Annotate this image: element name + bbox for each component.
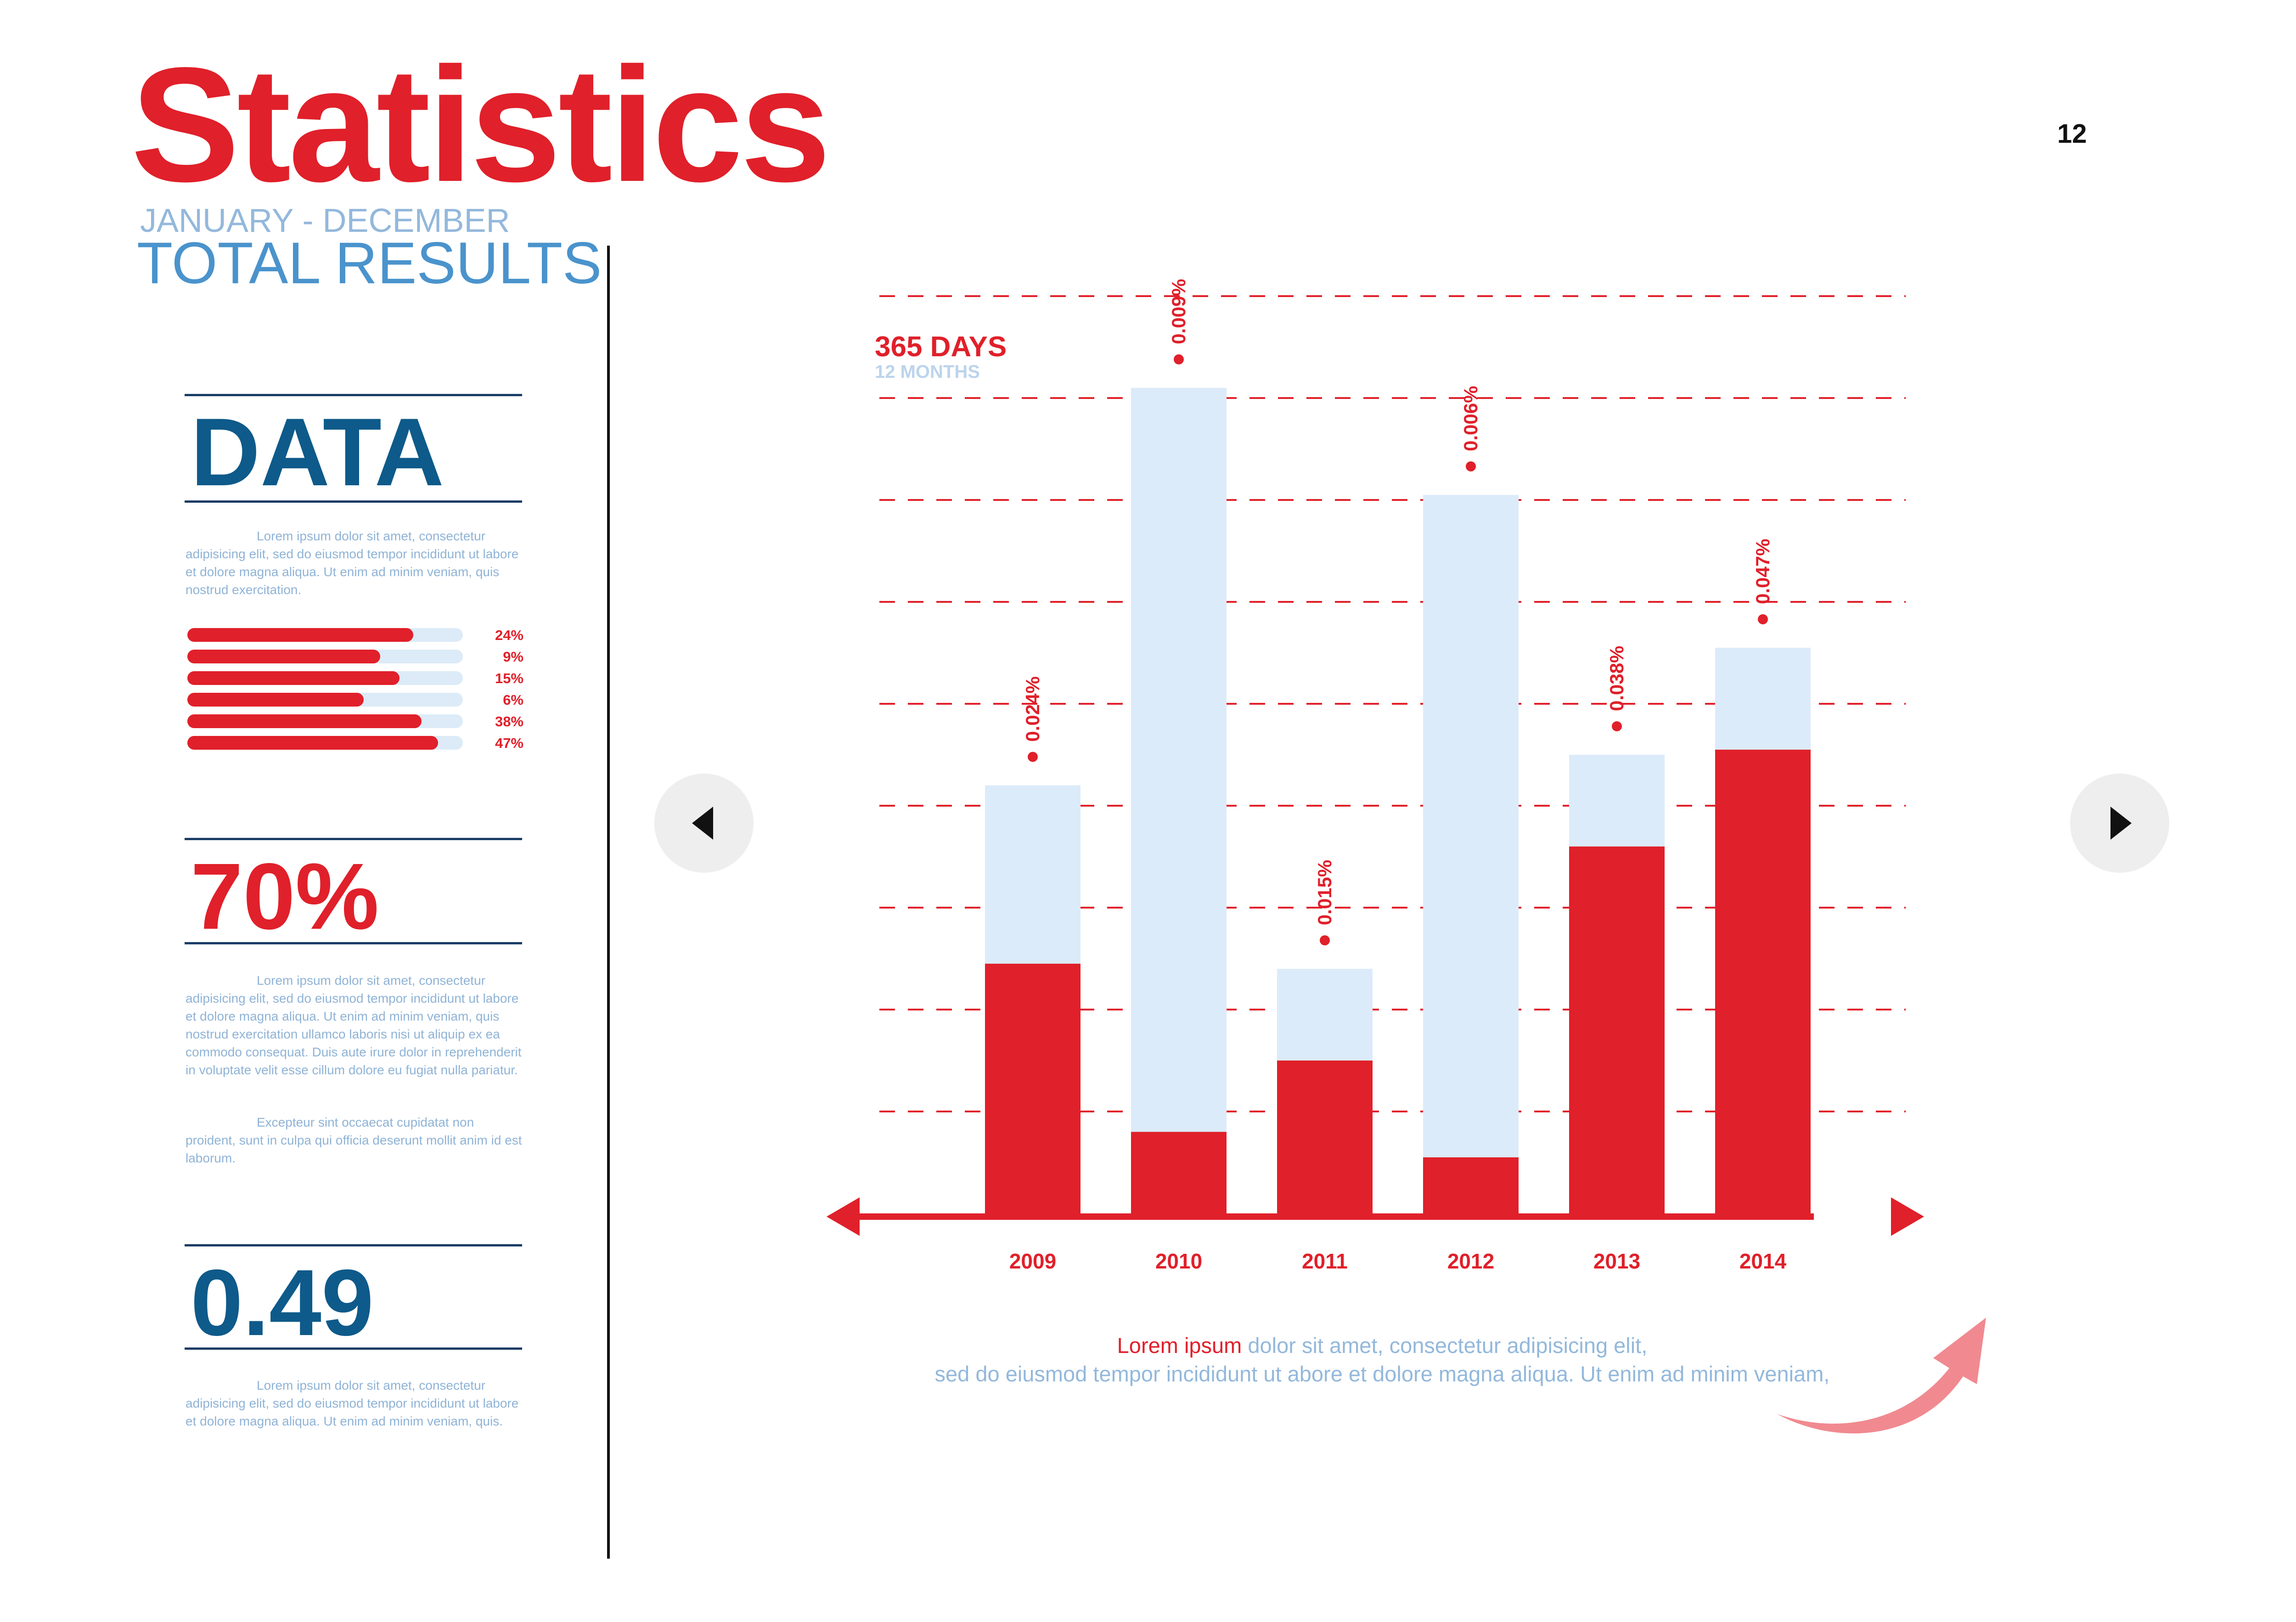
x-axis-line [859, 1213, 1814, 1220]
percent-footnote: Excepteur sint occaecat cupidatat non pr… [186, 1115, 522, 1165]
bar-value-2012 [1423, 1157, 1519, 1213]
bar-chart: 0.024% 0.009% 0.015% 0.006% 0.038% 0.047% 200… [827, 279, 1924, 1273]
score-description: Lorem ipsum dolor sit amet, consectetur … [186, 1378, 519, 1428]
divider [185, 1347, 522, 1350]
bar-value-2013 [1569, 846, 1665, 1213]
data-label-dot [1320, 935, 1330, 946]
caption-highlight: Lorem ipsum [1117, 1333, 1242, 1358]
divider [185, 394, 522, 396]
progress-bar-track [187, 714, 463, 728]
page-subtitle: JANUARY - DECEMBER [140, 202, 510, 239]
x-tick-label: 2009 [1009, 1249, 1056, 1273]
percent-value: 70% [191, 844, 379, 949]
progress-bar-track [187, 736, 463, 750]
x-axis-arrow-right [1891, 1197, 1924, 1236]
caption-line-2: sed do eiusmod tempor incididunt ut abor… [934, 1362, 1830, 1386]
data-label-dot [1466, 461, 1476, 471]
x-axis-arrow-left [827, 1197, 860, 1236]
progress-bar-label: 47% [495, 735, 523, 751]
divider [185, 838, 522, 840]
x-axis [827, 1197, 1924, 1236]
bar-total-2010 [1131, 387, 1227, 1213]
chart-data-labels: 0.024% 0.009% 0.015% 0.006% 0.038% 0.047% [1022, 279, 1773, 946]
bar-value-2010 [1131, 1132, 1227, 1213]
x-tick-label: 2013 [1593, 1249, 1640, 1273]
caption-line-1: dolor sit amet, consectetur adipisicing … [1242, 1333, 1648, 1358]
data-label: 0.038% [1606, 646, 1627, 711]
progress-bar-track [187, 650, 463, 663]
bar-value-2009 [985, 964, 1080, 1213]
bar-value-2011 [1277, 1061, 1373, 1213]
score-value: 0.49 [191, 1250, 374, 1355]
x-tick-label: 2012 [1447, 1249, 1494, 1273]
triangle-right-icon [2110, 807, 2132, 840]
chart-caption: Lorem ipsum dolor sit amet, consectetur … [872, 1331, 1892, 1388]
previous-button[interactable] [654, 774, 754, 873]
data-label-dot [1028, 752, 1038, 762]
section-heading: TOTAL RESULTS [137, 230, 602, 296]
bar-value-2014 [1715, 749, 1811, 1213]
data-label: 0.009% [1168, 279, 1189, 344]
progress-bar-fill [187, 671, 400, 685]
data-label: 0.006% [1460, 386, 1481, 451]
progress-bar-label: 24% [495, 627, 523, 643]
progress-bar-track [187, 628, 463, 642]
triangle-left-icon [692, 807, 713, 840]
data-label: 0.024% [1022, 676, 1043, 741]
data-description: Lorem ipsum dolor sit amet, consectetur … [186, 529, 519, 597]
progress-bar-fill [187, 650, 380, 663]
progress-bar-fill [187, 736, 438, 750]
divider [185, 500, 522, 503]
x-axis-tick-labels: 2009 2010 2011 2012 2013 2014 [1009, 1249, 1787, 1273]
data-label: DATA [191, 398, 445, 506]
progress-bar-fill [187, 714, 422, 728]
page-number: 12 [2057, 119, 2087, 149]
progress-bar-label: 38% [495, 713, 523, 730]
percent-description: Lorem ipsum dolor sit amet, consectetur … [186, 973, 522, 1077]
next-button[interactable] [2070, 774, 2169, 873]
divider-vertical [607, 246, 610, 1559]
x-tick-label: 2010 [1155, 1249, 1202, 1273]
chart-legend-title: 365 DAYS [875, 331, 1007, 363]
chart-bars [985, 387, 1811, 1213]
x-tick-label: 2011 [1302, 1249, 1348, 1273]
data-label-dot [1758, 614, 1768, 624]
chart-legend-subtitle: 12 MONTHS [875, 362, 980, 382]
progress-bar-label: 9% [503, 649, 523, 665]
x-tick-label: 2014 [1739, 1249, 1787, 1273]
divider [185, 1244, 522, 1246]
curved-arrow-icon [1777, 1318, 1986, 1434]
data-label: 0.015% [1314, 860, 1335, 925]
data-label-dot [1174, 354, 1184, 365]
progress-bar-fill [187, 693, 364, 707]
progress-bar-label: 6% [503, 692, 523, 708]
page-title: Statistics [131, 34, 831, 216]
progress-bar-track [187, 693, 463, 707]
data-label: 0.047% [1752, 539, 1773, 604]
progress-bar-label: 15% [495, 670, 523, 686]
progress-bar-track [187, 671, 463, 685]
bar-total-2012 [1423, 494, 1519, 1213]
divider [185, 942, 522, 944]
progress-bar-fill [187, 628, 413, 642]
data-label-dot [1612, 721, 1622, 731]
